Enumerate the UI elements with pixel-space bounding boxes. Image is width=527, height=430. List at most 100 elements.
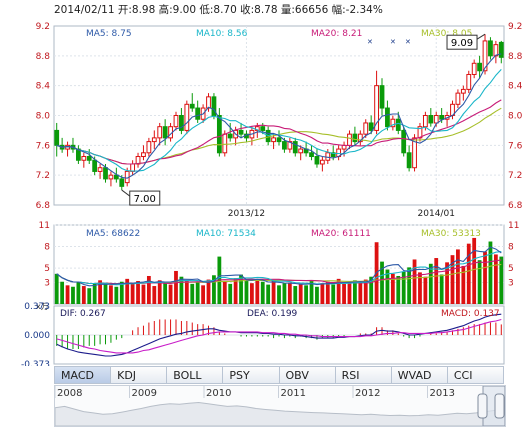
volume-bar [407,267,412,304]
volume-bar [315,286,319,304]
price-ma5-label: MA5: 8.75 [86,29,132,39]
volume-bar [412,259,417,304]
candle-body [412,137,417,169]
timeline-year-label: 2009 [132,388,157,399]
candle-body [92,159,98,172]
candle-body [374,85,379,131]
candle-body [282,141,287,150]
candle-body [260,126,266,131]
price-ma10-label: MA10: 8.56 [196,29,248,39]
timeline-year-label: 2010 [206,388,231,399]
volume-bar [450,255,455,304]
tab-boll[interactable]: BOLL [166,366,223,384]
candle-body [488,40,493,57]
candle-body [173,115,179,128]
volume-bar [260,281,265,304]
volume-bar [363,279,368,304]
candle-body [385,107,390,128]
timeline-left-handle[interactable] [477,393,488,419]
macd-dif-label: DIF: 0.267 [60,309,106,319]
candle-body [97,167,103,172]
volume-bar [71,286,75,304]
volume-y-tick-right: 5 [508,264,514,274]
tab-kdj[interactable]: KDJ [110,366,167,384]
volume-y-tick-right: 3 [508,278,514,288]
volume-bar [201,285,205,304]
volume-bar [483,251,487,304]
stock-chart: 6.8 6.8 7.2 7.2 7.6 7.6 8.0 8.0 8.4 8.4 8.8 8.8 9.2 9… [21,22,523,366]
high-label: 9.09 [451,38,473,49]
candle-body [151,137,157,143]
candle-body [406,152,412,169]
price-y-tick-left: 7.6 [36,141,51,151]
tab-macd[interactable]: MACD [54,366,111,384]
timeline-year-label: 2011 [281,388,306,399]
volume-bar [190,283,195,304]
tab-cci[interactable]: CCI [446,366,504,384]
volume-bar [87,288,92,304]
volume-bar [277,285,281,304]
price-y-tick-left: 8.0 [36,112,51,122]
volume-bar [401,271,406,304]
event-marker-icon: ✕ [405,38,411,46]
candle-body [477,62,483,72]
volume-bar [222,281,227,304]
price-x-tick: 2014/01 [418,209,455,219]
price-y-tick-left: 8.4 [36,82,51,92]
volume-bar [212,275,216,304]
candle-body [103,167,108,180]
volume-y-tick-left: 3 [44,278,50,288]
volume-y-tick-right: 8 [508,243,514,253]
volume-bar [249,283,254,304]
macd-dea-line [56,318,502,354]
candle-body [493,44,499,57]
volume-bar [271,280,276,304]
volume-bar [146,275,151,304]
price-y-tick-right: 8.4 [508,82,523,92]
tab-wvad[interactable]: WVAD [390,366,447,384]
volume-bar [157,280,162,304]
volume-bar [423,276,428,304]
candle-body [287,141,293,150]
volume-bar [439,274,444,304]
volume-bar [358,283,363,304]
volume-bar [309,281,314,304]
volume-bar [109,285,113,304]
price-y-tick-left: 7.2 [36,171,50,181]
volume-ma10-label: MA10: 71534 [196,229,256,239]
volume-bar [336,278,341,304]
tab-psy[interactable]: PSY [222,366,279,384]
volume-bar [163,283,168,304]
candle-body [206,96,211,109]
candle-body [422,115,428,128]
volume-bar [179,276,184,304]
volume-bar [244,281,249,304]
timeline-right-handle[interactable] [494,393,505,419]
low-label: 7.00 [134,194,156,205]
volume-bar [499,256,504,304]
candle-body [81,156,87,161]
volume-bar [130,283,135,304]
price-ma5-line [56,53,502,179]
price-ma10-line [56,69,502,172]
volume-bar [119,281,124,304]
candle-body [325,152,331,161]
candle-body [368,122,374,131]
candle-body [482,40,488,72]
tab-obv[interactable]: OBV [278,366,335,384]
timeline-area [55,401,505,426]
candle-body [357,133,363,143]
candle-body [428,115,434,124]
candle-body [401,129,407,154]
volume-bar [353,280,357,304]
volume-bar [228,283,233,304]
candle-body [433,115,439,124]
low-label-box [129,190,161,206]
volume-bar [488,241,493,304]
volume-ma5-line [56,246,502,287]
volume-bar [477,260,482,304]
timeline-navigator[interactable]: 2008 2009 2010 2011 2012 2013 [54,385,506,427]
tab-rsi[interactable]: RSI [334,366,391,384]
candle-body [141,152,146,158]
volume-bar [195,282,200,304]
